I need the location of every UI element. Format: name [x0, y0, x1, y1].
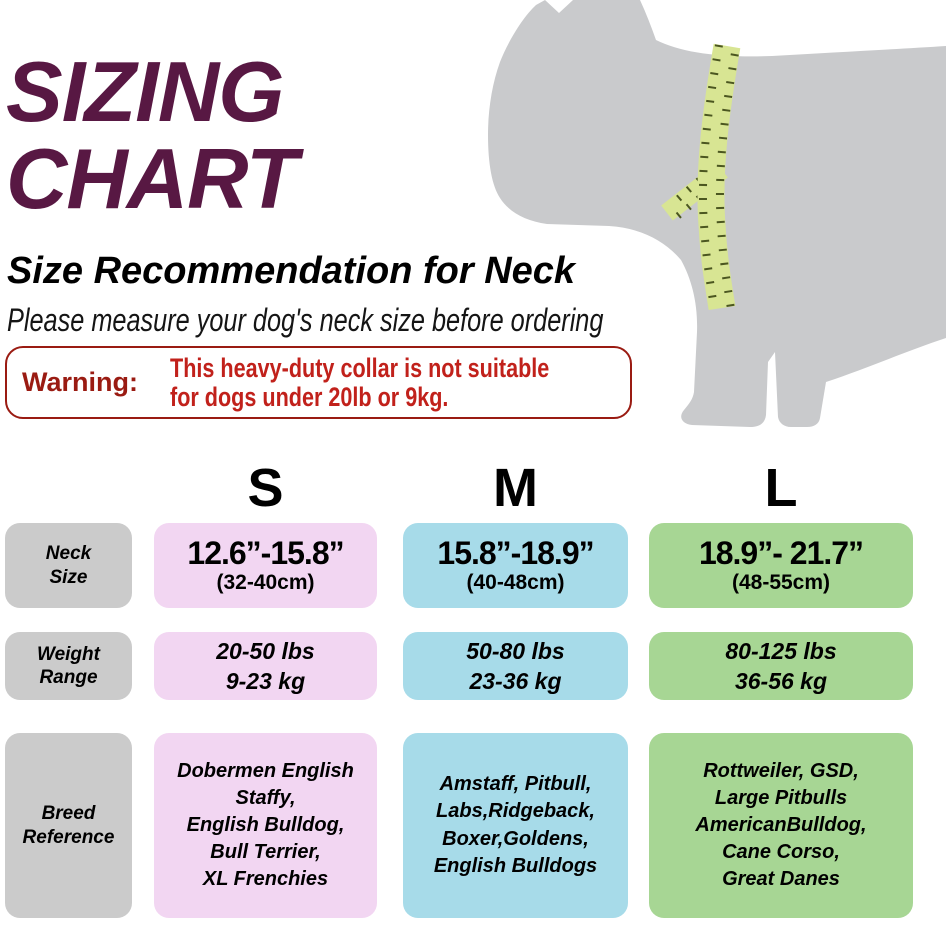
- breed-reference-cell-l: Rottweiler, GSD, Large Pitbulls American…: [649, 733, 913, 918]
- column-header-l: L: [764, 458, 798, 518]
- measure-note: Please measure your dog's neck size befo…: [7, 302, 604, 338]
- warning-message-line-2: for dogs under 20lb or 9kg.: [170, 381, 449, 412]
- neck-size-cell-l: 18.9”- 21.7” (48-55cm): [649, 523, 913, 608]
- column-header-m: M: [493, 458, 538, 518]
- breed-reference-cell-s: Dobermen English Staffy, English Bulldog…: [154, 733, 377, 918]
- neck-size-cell-m: 15.8”-18.9” (40-48cm): [403, 523, 628, 608]
- row-label-breed-reference: Breed Reference: [5, 733, 132, 918]
- warning-label: Warning:: [22, 367, 138, 397]
- size-table: S M L Neck Size 12.6”-15.8” (32-40cm) 15…: [5, 458, 913, 918]
- weight-range-cell-s: 20-50 lbs 9-23 kg: [154, 632, 377, 700]
- dog-silhouette-graphic: [488, 0, 946, 427]
- warning-message-line-1: This heavy-duty collar is not suitable: [170, 352, 550, 383]
- neck-size-cell-s: 12.6”-15.8” (32-40cm): [154, 523, 377, 608]
- warning-box: Warning: This heavy-duty collar is not s…: [5, 346, 632, 419]
- weight-range-cell-l: 80-125 lbs 36-56 kg: [649, 632, 913, 700]
- warning-message: This heavy-duty collar is not suitable f…: [170, 352, 550, 412]
- measuring-tape-graphic: [661, 43, 741, 311]
- column-header-s: S: [247, 458, 284, 518]
- row-label-neck-size: Neck Size: [5, 523, 132, 608]
- weight-range-cell-m: 50-80 lbs 23-36 kg: [403, 632, 628, 700]
- subtitle: Size Recommendation for Neck: [7, 250, 576, 292]
- page-title: SIZING CHART: [6, 45, 298, 227]
- breed-reference-cell-m: Amstaff, Pitbull, Labs,Ridgeback, Boxer,…: [403, 733, 628, 918]
- row-label-weight-range: Weight Range: [5, 632, 132, 700]
